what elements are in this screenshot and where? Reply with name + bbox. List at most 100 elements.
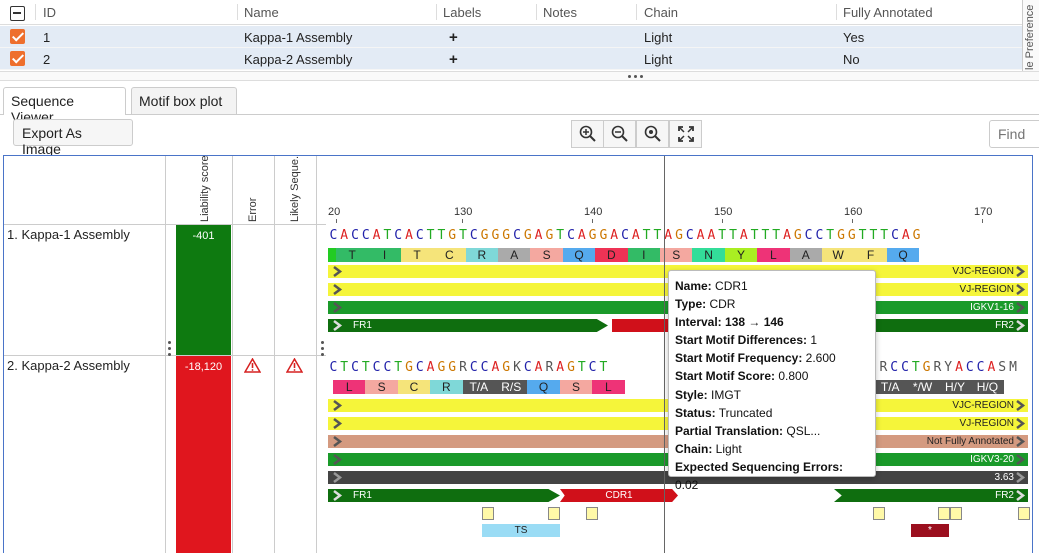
ruler-tick — [852, 219, 853, 223]
col-header-id[interactable]: ID — [43, 5, 56, 20]
col-header-fully-annotated[interactable]: Fully Annotated — [843, 5, 933, 20]
amino-acid: F — [854, 248, 887, 262]
nucleotide: C — [901, 360, 909, 375]
amino-acid: C — [433, 248, 466, 262]
nucleotide: T — [761, 228, 770, 243]
zoom-in-button[interactable] — [571, 120, 604, 148]
table-row[interactable]: 1 Kappa-1 Assembly + Light Yes — [0, 26, 1022, 48]
chevron-right-icon — [1016, 454, 1026, 465]
nucleotide: C — [394, 228, 403, 243]
nucleotide: G — [437, 360, 446, 375]
column-separator[interactable] — [436, 4, 437, 20]
motif-marker[interactable] — [586, 507, 598, 520]
column-separator[interactable] — [35, 4, 36, 20]
column-separator[interactable] — [636, 4, 637, 20]
nucleotide: C — [351, 360, 359, 375]
drag-dot — [634, 75, 637, 78]
tooltip-line: Name: CDR1 — [675, 277, 869, 295]
add-label-button[interactable]: + — [449, 51, 458, 68]
col-header-labels[interactable]: Labels — [443, 5, 482, 20]
nucleotide: T — [361, 360, 370, 375]
nucleotide: C — [567, 228, 575, 243]
nucleotide: A — [556, 360, 565, 375]
drag-dot — [640, 75, 643, 78]
warning-icon[interactable] — [244, 358, 261, 373]
table-row[interactable]: 2 Kappa-2 Assembly + Light No — [0, 48, 1022, 70]
chevron-right-icon — [1016, 284, 1026, 295]
tooltip-value: Light — [712, 441, 742, 456]
col-header-chain[interactable]: Chain — [644, 5, 678, 20]
nucleotide: C — [351, 228, 359, 243]
track-label: VJ-REGION — [959, 418, 1014, 429]
nucleotide: C — [329, 360, 338, 375]
amino-acid: L — [333, 380, 366, 394]
tab-motif-box-plot[interactable]: Motif box plot — [131, 87, 237, 114]
nucleotide: C — [480, 360, 489, 375]
sequence-name[interactable]: 1. Kappa-1 Assembly — [7, 227, 130, 242]
amino-acid: S — [365, 380, 398, 394]
row-name: Kappa-1 Assembly — [244, 30, 353, 45]
nucleotide: T — [556, 228, 565, 243]
ruler-tick — [592, 219, 593, 223]
ruler-tick-label: 130 — [454, 206, 473, 218]
zoom-fit-button[interactable] — [636, 120, 669, 148]
nucleotide: G — [912, 228, 921, 243]
nucleotide: T — [642, 228, 651, 243]
preferences-side-label: le Preference — [1024, 4, 1036, 70]
select-all-checkbox[interactable] — [10, 6, 25, 21]
tooltip-line: Start Motif Differences: 1 — [675, 331, 869, 349]
tooltip-key: Start Motif Differences: — [675, 333, 808, 348]
tooltip-value: 0.800 — [775, 369, 809, 384]
stop-codon-marker[interactable]: * — [911, 524, 949, 537]
motif-marker[interactable] — [873, 507, 885, 520]
nucleotide: G — [793, 228, 802, 243]
nucleotide: G — [847, 228, 856, 243]
tooltip-value: Truncated — [715, 405, 773, 420]
panel-splitter[interactable] — [0, 71, 1039, 81]
nucleotide: C — [372, 360, 381, 375]
motif-marker[interactable] — [950, 507, 962, 520]
tooltip-key: Type: — [675, 297, 707, 312]
zoom-out-button[interactable] — [603, 120, 636, 148]
ruler-tick — [722, 219, 723, 223]
row-id: 1 — [43, 30, 51, 45]
col-header-liability-score[interactable]: Liability score — [199, 155, 211, 222]
motif-marker[interactable] — [548, 507, 560, 520]
nucleotide: T — [911, 360, 920, 375]
region-label: FR1 — [353, 320, 372, 331]
tab-sequence-viewer[interactable]: Sequence Viewer — [3, 87, 126, 125]
liability-score-value: -401 — [192, 230, 215, 242]
preferences-side-tab[interactable]: le Preference — [1022, 0, 1039, 72]
nucleotide: A — [783, 228, 791, 243]
motif-marker[interactable] — [1018, 507, 1030, 520]
nucleotide: G — [502, 228, 511, 243]
col-header-name[interactable]: Name — [244, 5, 279, 20]
export-as-image-button[interactable]: Export As Image — [13, 119, 133, 157]
column-separator[interactable] — [536, 4, 537, 20]
col-header-notes[interactable]: Notes — [543, 5, 577, 20]
amino-acid: S — [660, 248, 693, 262]
warning-icon[interactable] — [286, 358, 303, 373]
motif-marker[interactable] — [482, 507, 494, 520]
find-input[interactable] — [989, 120, 1039, 148]
nucleotide: A — [901, 228, 910, 243]
add-label-button[interactable]: + — [449, 29, 458, 46]
row-checkbox[interactable] — [10, 29, 25, 44]
sequence-name[interactable]: 2. Kappa-2 Assembly — [7, 358, 130, 373]
motif-marker[interactable] — [938, 507, 950, 520]
fullscreen-button[interactable] — [669, 120, 702, 148]
col-header-likely-sequencing[interactable]: Likely Seque... — [289, 155, 301, 222]
row-checkbox[interactable] — [10, 51, 25, 66]
tooltip-line: Status: Truncated — [675, 404, 869, 422]
nucleotide: C — [621, 228, 629, 243]
amino-acid: R/S — [495, 380, 528, 394]
column-separator[interactable] — [237, 4, 238, 20]
zoom-fit-icon — [644, 125, 661, 142]
tooltip-key: Expected Sequencing Errors: — [675, 459, 844, 474]
nucleotide: T — [729, 228, 737, 243]
ts-marker[interactable]: TS — [482, 524, 560, 537]
col-header-error[interactable]: Error — [247, 197, 259, 222]
fullscreen-icon — [677, 126, 694, 142]
ruler-tick-label: 20 — [328, 206, 341, 218]
column-separator[interactable] — [836, 4, 837, 20]
